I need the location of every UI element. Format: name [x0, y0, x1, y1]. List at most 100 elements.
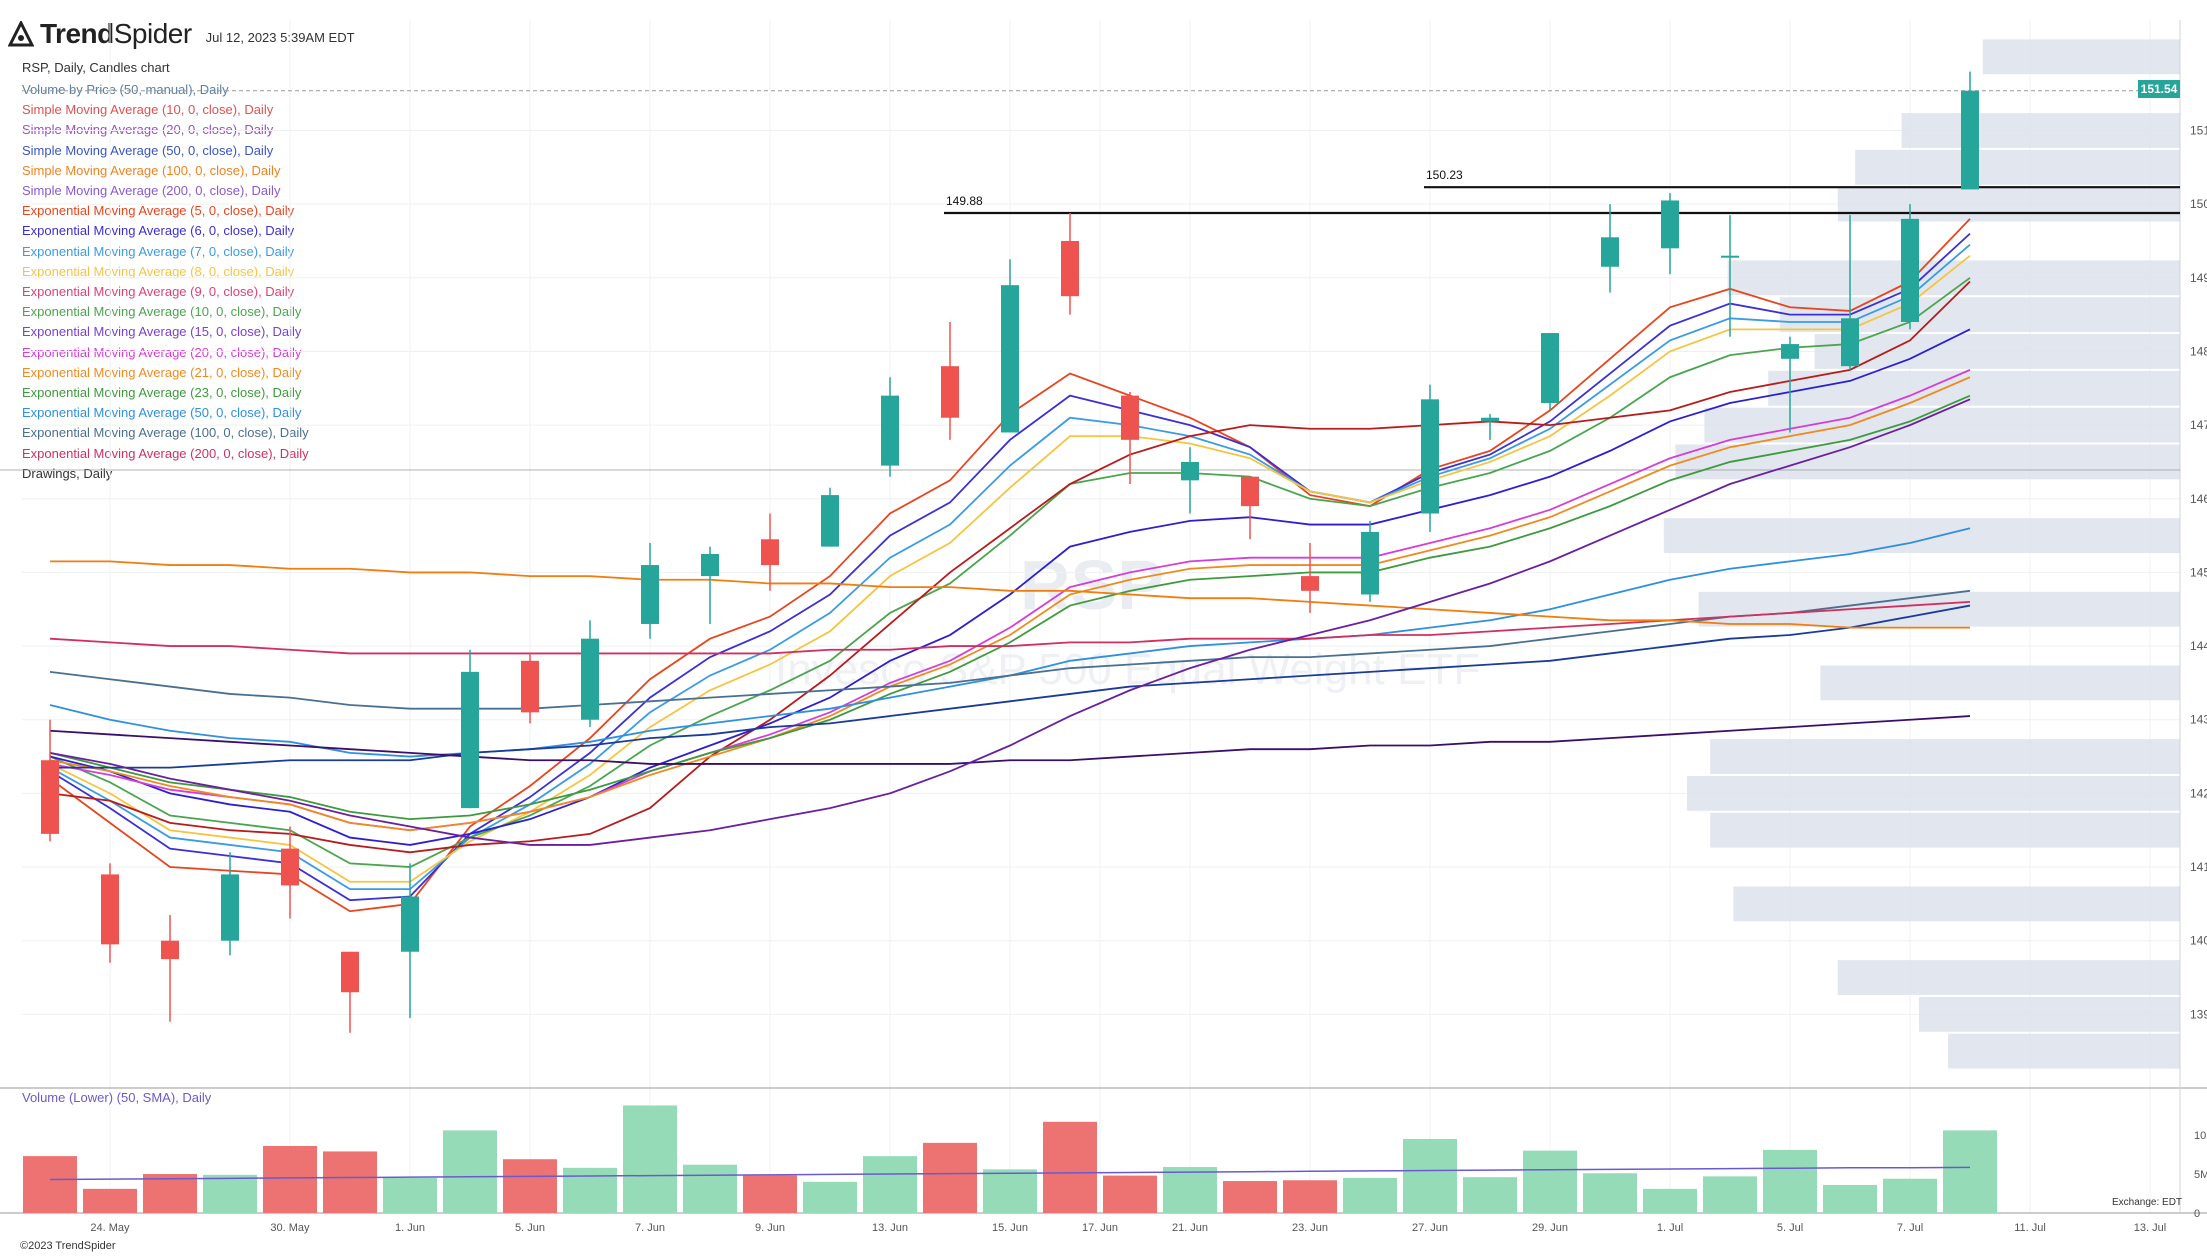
indicator-label[interactable]: Volume by Price (50, manual), Daily: [22, 82, 229, 97]
volume-by-price-bar: [1698, 591, 2180, 627]
indicator-label[interactable]: Exponential Moving Average (5, 0, close)…: [22, 203, 295, 219]
moving-average-line: [49, 277, 1971, 868]
price-tick-label: 145.00: [2190, 565, 2207, 579]
volume-bar: [1823, 1184, 1877, 1213]
price-tick-label: 141.00: [2190, 860, 2207, 874]
volume-by-price-bar: [1710, 739, 2180, 774]
volume-bar: [863, 1156, 917, 1213]
indicator-label[interactable]: Exponential Moving Average (8, 0, close)…: [22, 263, 295, 279]
volume-by-price-bar: [1675, 444, 2180, 480]
volume-bar: [983, 1169, 1037, 1213]
chart-title-text: RSP, Daily, Candles chart: [22, 60, 170, 75]
volume-bar: [1223, 1181, 1277, 1213]
volume-bar: [1643, 1188, 1697, 1213]
volume-bar: [743, 1175, 797, 1213]
indicator-label[interactable]: Exponential Moving Average (100, 0, clos…: [22, 425, 309, 441]
moving-average-line: [50, 604, 1971, 769]
last-price-badge: 151.54: [2138, 80, 2180, 98]
volume-bar: [1103, 1175, 1157, 1213]
candle-body: [1841, 318, 1859, 367]
indicator-legend: Volume by Price (50, manual), Daily Simpl…: [22, 80, 309, 484]
price-tick-label: 139.00: [2190, 1007, 2207, 1021]
volume-by-price-bar: [1837, 960, 2180, 995]
moving-average-line: [49, 232, 1971, 902]
volume-bar: [1523, 1150, 1577, 1213]
volume-bar: [263, 1145, 317, 1213]
moving-average-line: [49, 376, 1971, 832]
indicator-label[interactable]: Exponential Moving Average (7, 0, close)…: [22, 243, 295, 259]
timestamp: Jul 12, 2023 5:39AM EDT: [205, 29, 355, 45]
price-tick-label: 144.00: [2190, 639, 2207, 653]
date-tick-label: 7. Jun: [635, 1222, 665, 1234]
volume-bar: [443, 1130, 497, 1213]
volume-by-price-bar: [1733, 886, 2180, 922]
volume-bar: [923, 1142, 977, 1213]
indicator-label[interactable]: Exponential Moving Average (6, 0, close)…: [22, 223, 295, 239]
price-tick-label: 148.00: [2190, 344, 2207, 358]
volume-by-price-bar: [1710, 812, 2180, 848]
volume-bar: [1343, 1177, 1397, 1213]
date-tick-label: 15. Jun: [992, 1222, 1028, 1234]
volume-sma-line: [49, 1166, 1971, 1181]
indicator-label[interactable]: Simple Moving Average (10, 0, close), Da…: [22, 102, 274, 118]
volume-bar: [1943, 1130, 1997, 1213]
volume-bar: [23, 1156, 77, 1213]
indicator-label[interactable]: Exponential Moving Average (15, 0, close…: [22, 324, 302, 340]
price-tick-label: 140.00: [2190, 934, 2207, 948]
volume-bar: [503, 1159, 557, 1213]
exchange-label: Exchange: EDT: [2112, 1197, 2183, 1208]
volume-by-price-bar: [1814, 334, 2180, 369]
copyright: ©2023 TrendSpider: [20, 1240, 116, 1252]
candle-body: [1901, 218, 1919, 322]
level-label: 149.88: [946, 194, 983, 208]
indicator-label[interactable]: Simple Moving Average (100, 0, close), D…: [22, 162, 281, 178]
moving-average-line: [49, 280, 1971, 854]
date-tick-label: 24. May: [90, 1222, 130, 1234]
candle-body: [461, 671, 479, 809]
price-tick-label: 150.00: [2190, 197, 2207, 211]
price-tick-label: 151.00: [2190, 123, 2207, 137]
volume-bar: [1583, 1173, 1637, 1213]
indicator-label[interactable]: Exponential Moving Average (200, 0, clos…: [22, 445, 309, 461]
level-label: 150.23: [1426, 168, 1463, 182]
indicator-label[interactable]: Exponential Moving Average (50, 0, close…: [22, 405, 302, 421]
volume-tick-label: 10M: [2194, 1130, 2207, 1142]
moving-average-line: [49, 254, 1971, 883]
volume-bar: [1043, 1121, 1097, 1213]
indicator-label[interactable]: Exponential Moving Average (20, 0, close…: [22, 344, 302, 360]
date-tick-label: 29. Jun: [1532, 1222, 1568, 1234]
volume-by-price-bar: [1687, 775, 2180, 811]
indicator-label[interactable]: Exponential Moving Average (9, 0, close)…: [22, 284, 295, 300]
indicator-label[interactable]: Exponential Moving Average (23, 0, close…: [22, 385, 302, 401]
indicator-label[interactable]: Simple Moving Average (50, 0, close), Da…: [22, 142, 274, 158]
moving-average-line: [49, 328, 1971, 846]
indicator-label[interactable]: Exponential Moving Average (21, 0, close…: [22, 364, 302, 380]
date-tick-label: 5. Jul: [1777, 1222, 1803, 1234]
moving-average-line: [49, 243, 1971, 891]
date-tick-label: 7. Jul: [1897, 1222, 1923, 1234]
indicator-label[interactable]: Simple Moving Average (20, 0, close), Da…: [22, 122, 274, 138]
volume-by-price-bar: [1948, 1033, 2180, 1069]
candle-body: [701, 554, 719, 577]
date-tick-label: 17. Jun: [1082, 1222, 1118, 1234]
date-tick-label: 1. Jun: [395, 1222, 425, 1234]
date-tick-label: 1. Jul: [1657, 1222, 1683, 1234]
volume-bar: [623, 1105, 677, 1213]
volume-bar: [1703, 1176, 1757, 1213]
volume-by-price-bar: [1820, 665, 2180, 701]
volume-by-price-bar: [1663, 518, 2180, 553]
trendspider-logo[interactable]: TrendSpider: [7, 18, 192, 50]
moving-average-line: [49, 589, 1971, 710]
candle-body: [161, 940, 179, 960]
candle-body: [1961, 90, 1979, 190]
date-tick-label: 21. Jun: [1172, 1222, 1208, 1234]
candle-body: [821, 495, 839, 547]
indicator-label[interactable]: Simple Moving Average (200, 0, close), D…: [22, 183, 281, 199]
candle-body: [1661, 200, 1679, 249]
price-tick-label: 146.00: [2190, 492, 2207, 506]
moving-average-line: [49, 394, 1971, 821]
moving-average-line: [50, 560, 1970, 629]
indicator-label[interactable]: Exponential Moving Average (10, 0, close…: [22, 304, 302, 320]
candle-body: [581, 638, 599, 720]
